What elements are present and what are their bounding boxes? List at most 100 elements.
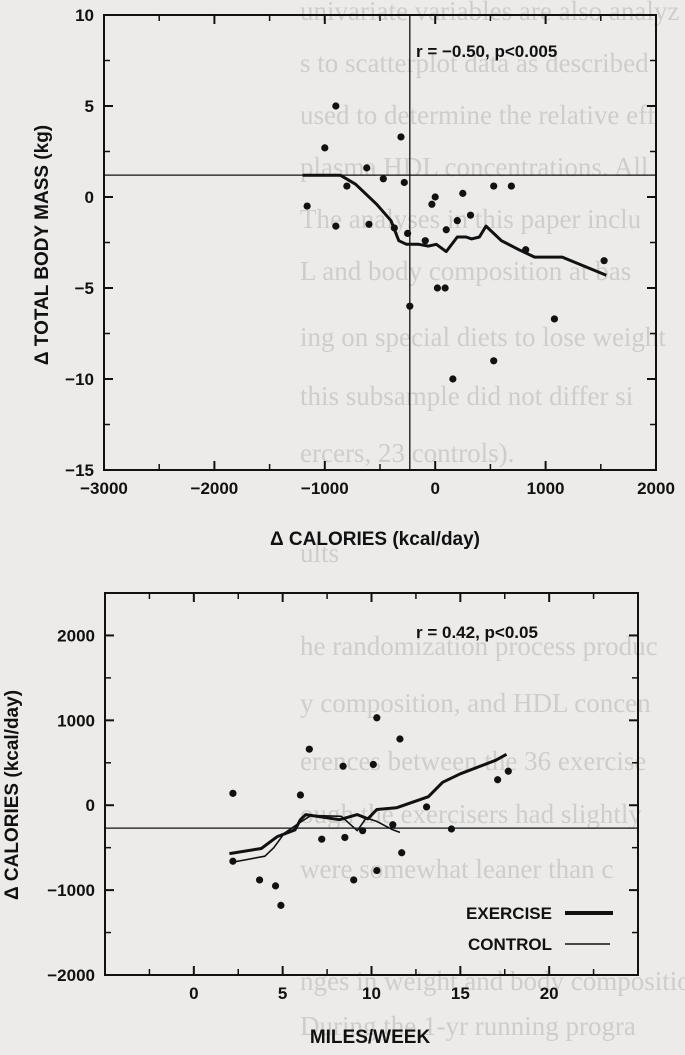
background-text-line: this subsample did not differ si <box>300 381 633 411</box>
scatter-point <box>271 882 280 890</box>
legend-entry-control: CONTROL <box>468 935 610 954</box>
background-paper-text: univariate variables are also analyz s to… <box>300 0 685 1041</box>
scatter-point <box>494 776 502 784</box>
control-trend-line <box>232 814 401 863</box>
scatter-point <box>343 182 351 190</box>
background-text-line: L and body composition at bas <box>300 256 631 286</box>
scatter-point <box>369 760 377 769</box>
background-text-line: were somewhat leaner than c <box>300 854 613 884</box>
scatter-point <box>379 175 387 183</box>
scatter-point <box>442 226 450 234</box>
scatter-point <box>350 876 358 884</box>
background-text-line: s to scatterplot data as described <box>300 48 649 78</box>
bottom-correlation-annotation: r = 0.42, p<0.05 <box>416 623 538 642</box>
scatter-point <box>341 833 349 842</box>
scatter-point <box>303 202 311 210</box>
scatter-point <box>373 714 381 722</box>
y-tick-label: 1000 <box>57 711 95 730</box>
y-tick-label: 2000 <box>57 626 95 645</box>
x-tick-label: 10 <box>362 984 381 1003</box>
scatter-point <box>504 767 512 775</box>
y-tick-label: −1000 <box>47 881 95 900</box>
scatter-point <box>339 762 347 770</box>
scatter-point <box>459 189 467 197</box>
background-text-line: erences between the 36 exercise <box>300 746 646 776</box>
scatter-point <box>490 182 498 190</box>
background-text-line: The analyses in this paper inclu <box>300 204 642 234</box>
y-tick-label: 0 <box>85 188 94 207</box>
scatter-point <box>600 257 608 265</box>
x-tick-label: −1000 <box>301 479 349 498</box>
x-tick-label: 20 <box>540 984 559 1003</box>
background-text-line: ults <box>300 538 339 568</box>
x-tick-label: −2000 <box>191 479 239 498</box>
legend: EXERCISE CONTROL <box>466 904 613 954</box>
scatter-point <box>296 791 305 799</box>
scatter-point <box>421 237 429 245</box>
scatter-point <box>365 220 373 228</box>
scatter-point <box>277 901 285 909</box>
trend-line <box>302 173 607 277</box>
bottom-y-axis-title: Δ CALORIES (kcal/day) <box>2 690 23 900</box>
scatter-point <box>318 835 326 843</box>
background-text-line: ing on special diets to lose weight <box>300 322 666 352</box>
scatter-point <box>400 178 408 187</box>
top-correlation-annotation: r = −0.50, p<0.005 <box>416 42 557 61</box>
scatter-point <box>550 315 559 323</box>
legend-label-control: CONTROL <box>468 935 552 954</box>
scatter-point <box>428 200 436 208</box>
scatter-point <box>321 144 329 152</box>
x-tick-label: 0 <box>189 984 198 1003</box>
background-text-line: ercers, 23 controls). <box>300 438 514 468</box>
exercise-trend-line <box>229 752 508 856</box>
legend-label-exercise: EXERCISE <box>466 904 552 923</box>
scatter-point <box>229 789 237 797</box>
scatter-point <box>507 182 515 190</box>
scatter-point <box>453 217 461 225</box>
top-x-axis-title: Δ CALORIES (kcal/day) <box>270 529 480 550</box>
x-tick-label: 0 <box>430 479 439 498</box>
body-mass-vs-calories-chart: −3000 −2000 −1000 0 1000 2000 10 5 0 −5 −10 −15 r =… <box>32 6 675 550</box>
scatter-point <box>490 357 498 365</box>
background-text-line: nges in weight and body compositio <box>300 966 685 996</box>
scatter-point <box>305 745 313 753</box>
scatter-point <box>229 857 237 865</box>
scatter-point <box>441 284 449 292</box>
scatter-point <box>373 866 381 875</box>
background-text-line: univariate variables are also analyz <box>300 0 679 26</box>
scatter-point <box>447 825 456 833</box>
background-text-line: During the 1-yr running progra <box>300 1011 636 1041</box>
scatter-point <box>255 876 264 884</box>
scatter-point <box>466 211 475 219</box>
background-text-line: he randomization process produc <box>300 631 658 661</box>
bottom-x-axis-title: MILES/WEEK <box>310 1027 431 1048</box>
x-tick-label: 2000 <box>637 479 675 498</box>
scatter-point <box>404 229 412 237</box>
y-tick-label: −15 <box>65 461 94 480</box>
scatter-point <box>398 849 406 857</box>
scatter-point <box>397 133 405 141</box>
scatter-point <box>406 302 414 310</box>
y-tick-label: 5 <box>85 97 94 116</box>
y-tick-label: −10 <box>65 370 94 389</box>
x-tick-label: −3000 <box>80 479 128 498</box>
y-tick-label: −2000 <box>47 966 95 985</box>
x-tick-label: 15 <box>451 984 470 1003</box>
legend-entry-exercise: EXERCISE <box>466 904 613 923</box>
scatter-point <box>332 102 340 110</box>
background-text-line: plasma HDL concentrations. All <box>300 152 648 182</box>
scatter-point <box>396 735 404 743</box>
scatter-point <box>363 164 371 172</box>
scatter-point <box>359 827 367 835</box>
x-tick-label: 5 <box>278 984 287 1003</box>
scatter-point <box>332 222 340 230</box>
calories-vs-miles-chart: 0 5 10 15 20 2000 1000 0 −1000 −2000 r = 0.42, p<… <box>2 592 639 1048</box>
scatter-point <box>422 803 431 811</box>
scatter-point <box>449 375 457 383</box>
scatter-point <box>433 284 442 292</box>
y-tick-label: −5 <box>75 279 94 298</box>
top-y-axis-title: Δ TOTAL BODY MASS (kg) <box>32 125 53 365</box>
y-tick-label: 10 <box>75 6 94 25</box>
y-tick-label: 0 <box>86 796 95 815</box>
